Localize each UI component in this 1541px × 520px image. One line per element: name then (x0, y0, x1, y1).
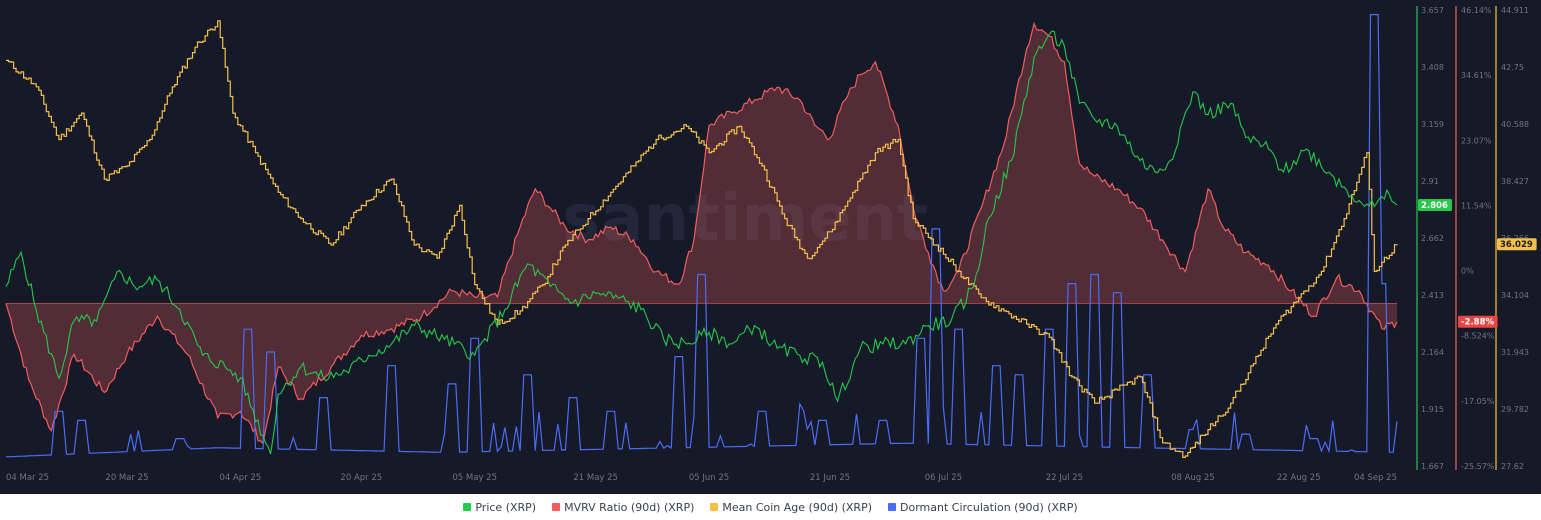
mvrv-tick-label: 46.14% (1461, 6, 1492, 15)
price-tick-label: 1.667 (1421, 462, 1444, 471)
legend-item-dormant[interactable]: Dormant Circulation (90d) (XRP) (888, 501, 1078, 514)
legend-label-mvrv: MVRV Ratio (90d) (XRP) (564, 500, 695, 514)
coin-age-tick-label: 40.588 (1501, 120, 1529, 129)
x-tick-label: 04 Sep 25 (1354, 473, 1397, 483)
x-tick-label: 22 Aug 25 (1277, 473, 1321, 483)
x-tick-label: 08 Aug 25 (1171, 473, 1215, 483)
chart-legend: Price (XRP) MVRV Ratio (90d) (XRP) Mean … (0, 494, 1541, 520)
mvrv-line (5, 21, 1398, 445)
coin-age-current-badge-label: 36.029 (1500, 240, 1533, 250)
mvrv-current-badge (1458, 315, 1498, 328)
x-tick-label: 04 Mar 25 (6, 473, 49, 483)
legend-item-mvrv[interactable]: MVRV Ratio (90d) (XRP) (552, 501, 694, 514)
coin-age-tick-label: 31.943 (1501, 348, 1529, 357)
mvrv-tick-label: 11.54% (1461, 201, 1492, 210)
price-tick-label: 2.164 (1421, 348, 1444, 357)
axes-layer: 04 Mar 25 20 Mar 25 04 Apr 25 20 Apr 25 05 M… (6, 6, 1537, 483)
x-tick-label: 21 May 25 (573, 473, 618, 483)
x-tick-label: 05 Jun 25 (689, 473, 729, 483)
price-tick-label: 2.413 (1421, 291, 1444, 300)
legend-item-coin-age[interactable]: Mean Coin Age (90d) (XRP) (710, 501, 872, 514)
price-line (5, 30, 1398, 455)
mvrv-area (6, 23, 1397, 444)
coin-age-tick-label: 29.782 (1501, 405, 1529, 414)
coin-age-line (6, 20, 1398, 458)
chart-background (0, 0, 1541, 494)
coin-age-tick-label: 44.911 (1501, 6, 1529, 15)
coin-age-tick-label: 34.104 (1501, 291, 1529, 300)
legend-swatch-mvrv (552, 503, 561, 511)
coin-age-tick-label: 38.427 (1501, 177, 1529, 186)
x-tick-label: 05 May 25 (452, 473, 497, 483)
x-tick-label: 22 Jul 25 (1046, 473, 1083, 483)
legend-label-dormant: Dormant Circulation (90d) (XRP) (900, 500, 1078, 514)
mvrv-tick-label: -8.524% (1461, 332, 1495, 341)
price-layer (5, 30, 1398, 455)
mvrv-tick-label: -25.57% (1461, 462, 1495, 471)
price-tick-label: 1.915 (1421, 405, 1444, 414)
dormant-line (5, 14, 1398, 458)
legend-swatch-dormant (888, 503, 897, 511)
coin-age-current-badge (1497, 238, 1537, 251)
x-tick-label: 20 Apr 25 (340, 473, 382, 483)
x-tick-label: 20 Mar 25 (105, 473, 148, 483)
legend-swatch-price (463, 503, 472, 511)
mvrv-layer (5, 21, 1398, 445)
price-tick-label: 2.91 (1421, 177, 1439, 186)
mvrv-tick-label: 23.07% (1461, 136, 1492, 145)
price-tick-label: 3.657 (1421, 6, 1444, 15)
legend-label-price: Price (XRP) (475, 500, 537, 514)
mvrv-tick-label: 34.61% (1461, 71, 1492, 80)
legend-item-price[interactable]: Price (XRP) (463, 501, 536, 514)
price-tick-label: 3.159 (1421, 120, 1444, 129)
coin-age-tick-label: 42.75 (1501, 63, 1524, 72)
price-current-badge (1418, 199, 1452, 212)
coin-age-tick-label: 27.62 (1501, 462, 1524, 471)
mvrv-tick-label: 0% (1461, 267, 1474, 276)
price-tick-label: 2.662 (1421, 234, 1444, 243)
watermark: santiment (562, 182, 928, 256)
x-tick-label: 04 Apr 25 (219, 473, 261, 483)
x-tick-label: 21 Jun 25 (810, 473, 850, 483)
x-tick-label: 06 Jul 25 (925, 473, 962, 483)
dormant-layer (5, 14, 1398, 458)
legend-label-coin-age: Mean Coin Age (90d) (XRP) (722, 500, 873, 514)
coin-age-layer (6, 20, 1398, 458)
price-tick-label: 3.408 (1421, 63, 1444, 72)
mvrv-tick-label: -17.05% (1461, 397, 1495, 406)
chart-svg: santiment 04 Mar 25 20 Mar 25 04 Apr 25 20 … (0, 0, 1541, 494)
price-current-badge-label: 2.806 (1421, 201, 1448, 211)
legend-swatch-coin-age (710, 503, 719, 511)
mvrv-current-badge-label: -2.88% (1461, 318, 1494, 328)
